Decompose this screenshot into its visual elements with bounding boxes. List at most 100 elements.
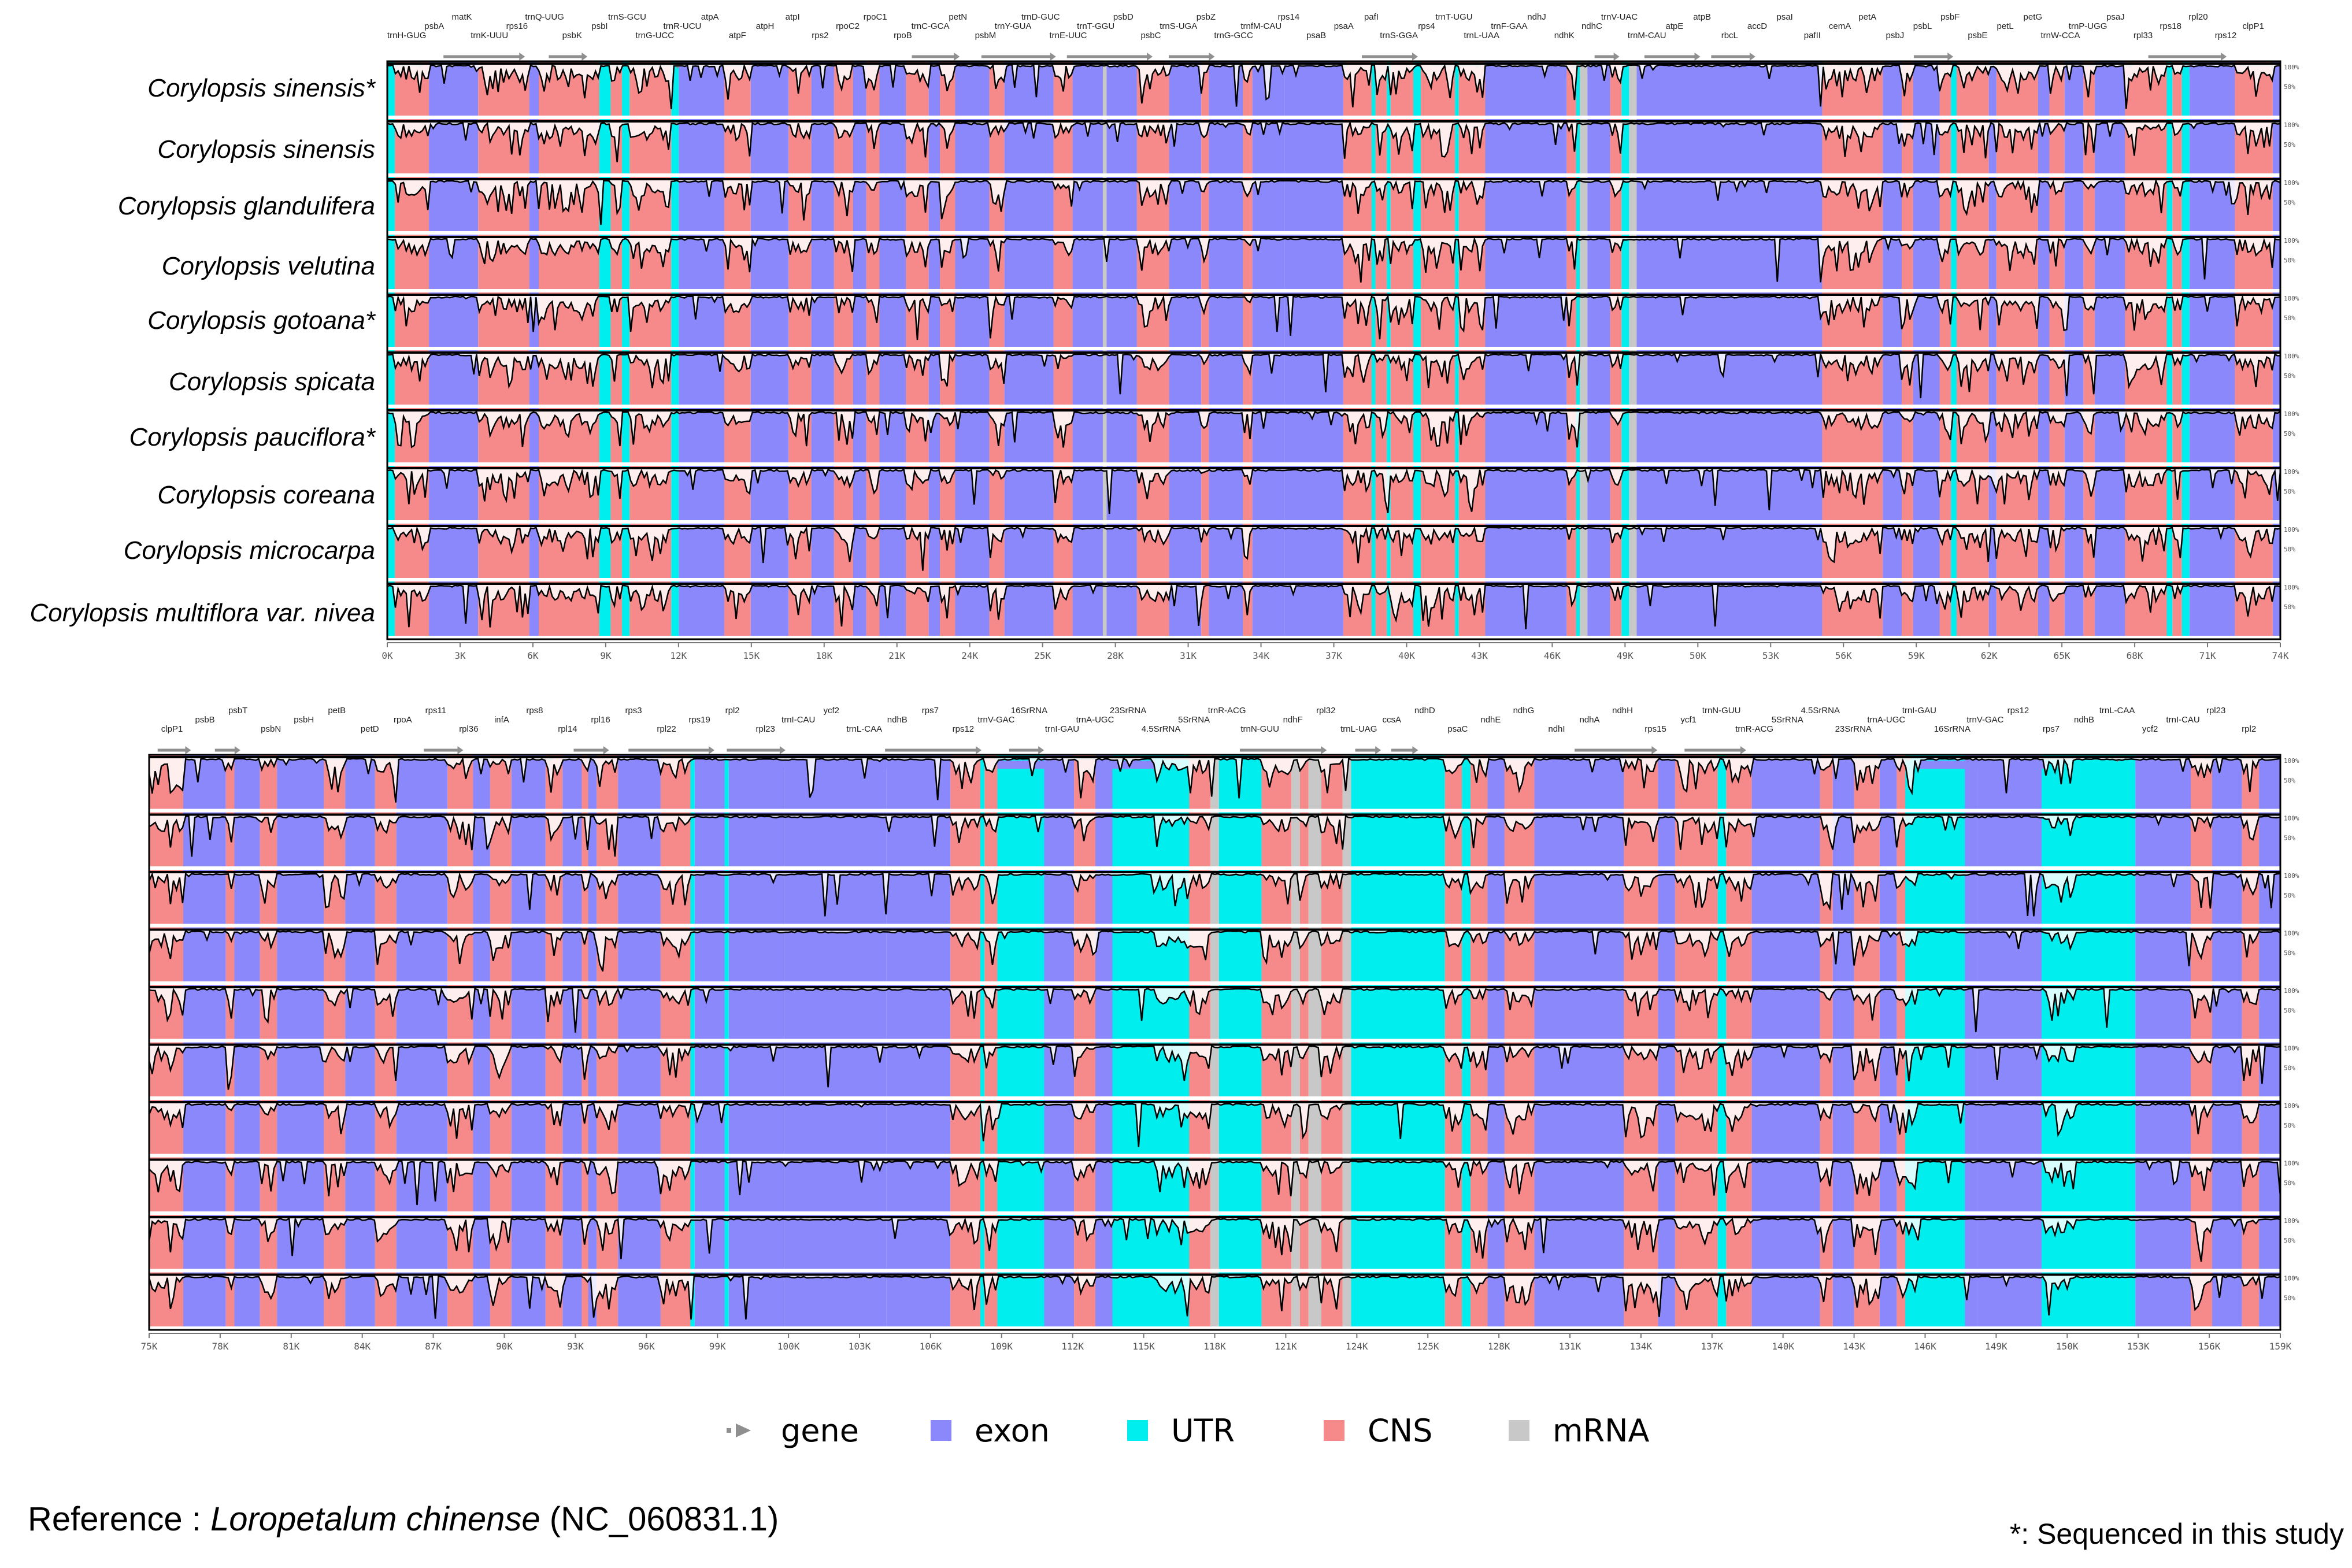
region-exon (588, 927, 597, 981)
annotation-exon (429, 67, 479, 75)
conservation-trace (148, 1217, 2281, 1262)
region-exon (234, 1157, 260, 1211)
region-utr (1717, 1215, 1727, 1269)
gene-label: ndhK (1554, 31, 1575, 40)
region-utr (671, 466, 679, 520)
region-exon (928, 235, 940, 289)
region-exon (1106, 119, 1137, 173)
region-exon (1913, 292, 1940, 347)
gene-label: trnI-GAU (1045, 724, 1079, 734)
region-exon (1832, 1157, 1854, 1211)
gene-label: psaC (1447, 724, 1468, 734)
gene-arrow-head (1412, 746, 1418, 754)
gene-label: ndhA (1579, 715, 1599, 725)
region-utr (980, 985, 985, 1039)
region-exon (853, 581, 866, 636)
annotation-exon (955, 67, 990, 75)
region-exon (928, 177, 940, 231)
region-exon (728, 985, 784, 1039)
region-mrna (1210, 812, 1219, 866)
gene-label: pafII (1804, 31, 1821, 40)
gene-label: petB (328, 706, 346, 716)
region-exon (511, 927, 546, 981)
gene-label: trnK-UUU (471, 31, 508, 40)
region-exon (1534, 985, 1624, 1039)
gene-label: psbC (1141, 31, 1161, 40)
region-utr (1951, 408, 1957, 462)
region-mrna (1580, 61, 1588, 116)
gene-label: atpE (1666, 21, 1684, 31)
gene-arrow-head (1651, 746, 1658, 754)
region-utr (980, 927, 985, 981)
region-utr (1621, 581, 1629, 636)
region-exon (183, 870, 226, 924)
gene-label: rpoB (894, 31, 912, 40)
region-exon (1883, 350, 1902, 405)
region-utr (387, 119, 395, 173)
region-exon (1832, 1042, 1854, 1096)
region-exon (879, 408, 906, 462)
region-utr (599, 466, 611, 520)
region-utr (1372, 61, 1376, 116)
region-utr (1387, 581, 1391, 636)
region-exon (2135, 1042, 2191, 1096)
region-exon (1106, 177, 1137, 231)
region-exon (473, 1272, 490, 1326)
region-exon (183, 927, 226, 981)
region-utr (1951, 61, 1957, 116)
region-exon (2135, 870, 2191, 924)
x-tick-label: 87K (425, 1341, 442, 1352)
region-exon (562, 1042, 582, 1096)
gene-label: psbM (975, 31, 997, 40)
x-tick-label: 15K (743, 650, 760, 661)
gene-label: matK (452, 12, 472, 22)
region-utr (1413, 119, 1421, 173)
region-exon (2212, 1042, 2242, 1096)
region-exon (1636, 292, 1823, 347)
region-utr (1351, 985, 1445, 1039)
region-exon (1534, 1100, 1624, 1154)
conservation-fill (387, 64, 2280, 109)
region-utr (1462, 1042, 1471, 1096)
region-utr (1372, 177, 1376, 231)
legend-exon: exon (931, 1410, 1050, 1451)
scale-label: 50% (2284, 1179, 2295, 1187)
scale-label: 100% (2284, 872, 2299, 880)
species-label: Corylopsis multiflora var. nivea (29, 599, 375, 627)
region-exon (1106, 524, 1137, 578)
gene-label: trnT-UGU (1435, 12, 1472, 22)
annotation-exon (2135, 761, 2191, 769)
gene-label: trnW-CCA (2040, 31, 2080, 40)
region-cns (866, 177, 880, 231)
gene-arrow-head (976, 746, 982, 754)
gene-label: psbJ (1886, 31, 1905, 40)
region-mrna (1342, 1157, 1351, 1211)
region-exon (277, 1215, 324, 1269)
annotation-exon (1485, 67, 1567, 75)
utr-swatch (1127, 1420, 1148, 1441)
gene-label: rpl16 (591, 715, 610, 725)
scale-label: 100% (2284, 353, 2299, 360)
region-exon (1004, 235, 1054, 289)
x-tick-label: 3K (454, 650, 466, 661)
scale-label: 100% (2284, 237, 2299, 244)
conservation-fill (387, 584, 2280, 629)
region-utr (1413, 524, 1421, 578)
region-exon (473, 1042, 490, 1096)
region-exon (2095, 292, 2125, 347)
region-utr (1218, 985, 1262, 1039)
gene-label: ycf2 (823, 706, 839, 716)
x-tick-label: 75K (141, 1341, 158, 1352)
region-exon (345, 1215, 375, 1269)
gene-arrow-head (1412, 53, 1418, 61)
scale-label: 50% (2284, 430, 2295, 438)
gene-label: atpH (756, 21, 775, 31)
x-tick-label: 100K (777, 1341, 800, 1352)
x-tick-label: 34K (1253, 650, 1269, 661)
scale-label: 50% (2284, 892, 2295, 899)
panel-2: clpP1 psbB psbT psbN psbH petB petD rpoA rps11 rp… (141, 706, 2299, 1352)
scale-label: 100% (2284, 1217, 2299, 1225)
conservation-trace (387, 584, 2281, 629)
region-mrna (1342, 985, 1351, 1039)
